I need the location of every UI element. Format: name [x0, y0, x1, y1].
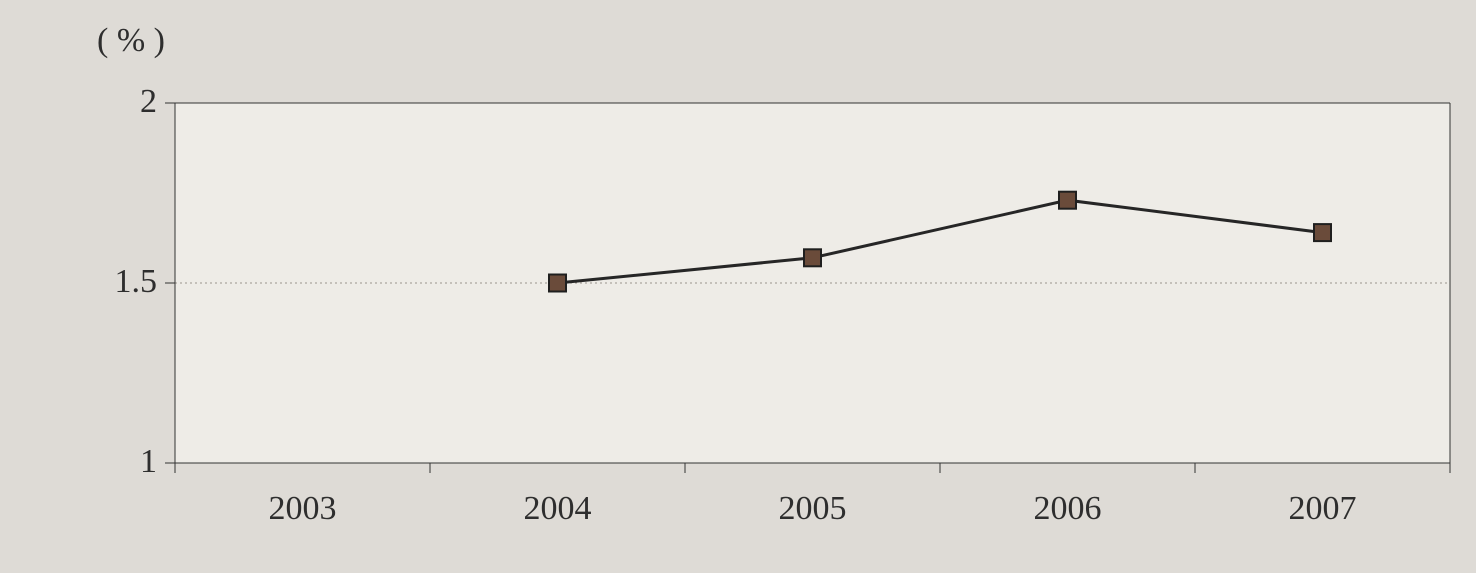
y-tick-label: 1.5 — [115, 263, 158, 301]
line-chart: ( % ) 1 1.5 2 2003 2004 2005 2006 2007 — [0, 0, 1476, 573]
x-tick-label: 2005 — [779, 490, 847, 528]
y-axis-title: ( % ) — [97, 22, 165, 60]
y-tick-label: 1 — [140, 443, 157, 481]
x-tick-label: 2003 — [269, 490, 337, 528]
x-tick-label: 2006 — [1034, 490, 1102, 528]
x-tick-label: 2004 — [524, 490, 592, 528]
y-tick-label: 2 — [140, 83, 157, 121]
chart-svg — [0, 0, 1476, 573]
x-tick-label: 2007 — [1289, 490, 1357, 528]
